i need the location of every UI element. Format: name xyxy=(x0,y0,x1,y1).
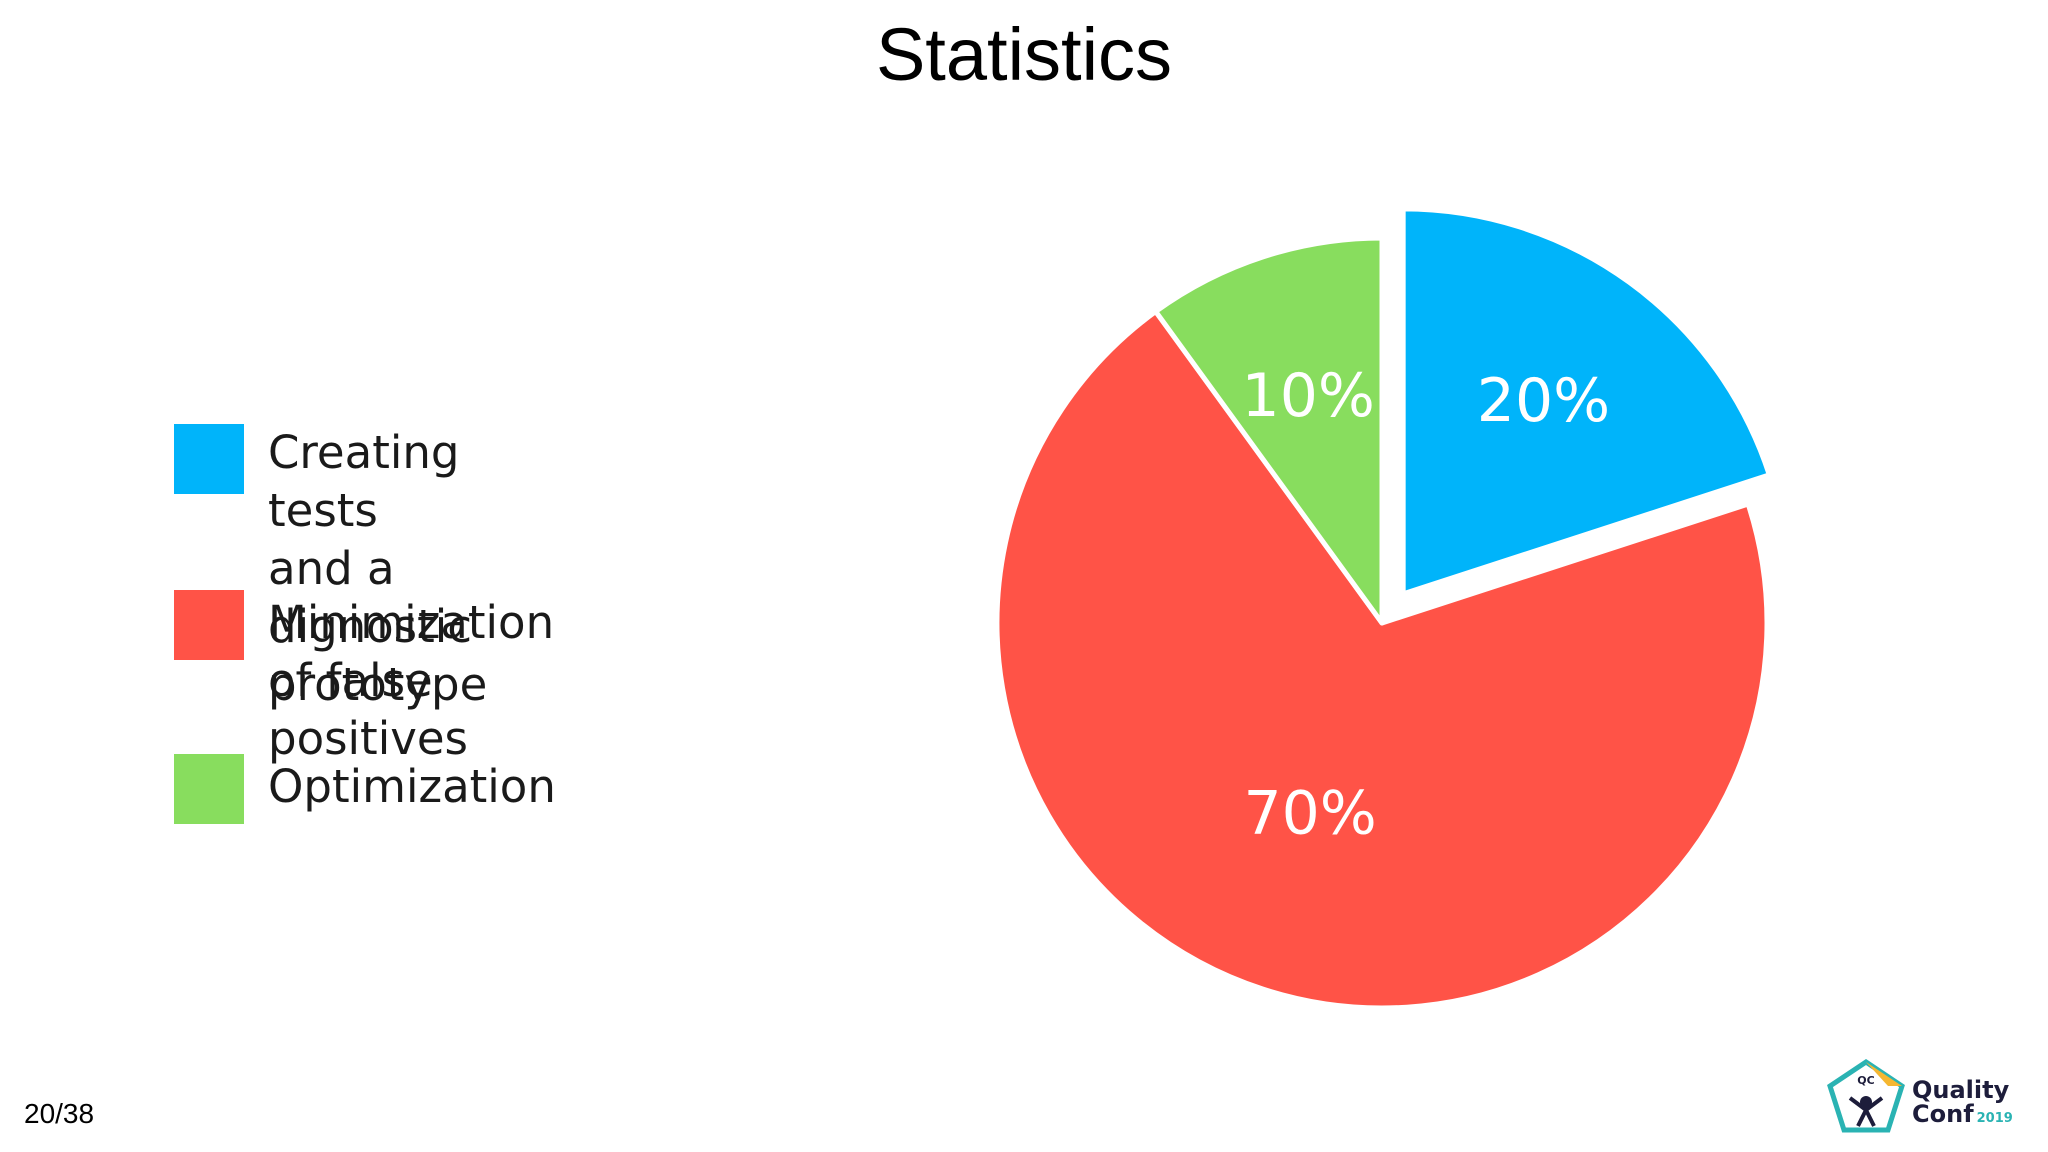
logo-line2: Conf xyxy=(1912,1100,1974,1128)
logo-year: 2019 xyxy=(1976,1111,2013,1126)
slide-title: Statistics xyxy=(875,13,1173,96)
legend-item-optimization: Optimization xyxy=(174,754,556,824)
data-label-false-positives: 70% xyxy=(1243,778,1376,848)
page-number: 20/38 xyxy=(24,1098,95,1129)
qualityconf-logo-icon: QC xyxy=(1827,1058,1905,1133)
legend-swatch-false-positives xyxy=(174,590,244,660)
legend-swatch-optimization xyxy=(174,754,244,824)
pie-slice-creating-tests xyxy=(1400,206,1772,597)
legend-label-creating-tests: Creating tests and a dignostic prototype xyxy=(268,426,488,711)
logo-line1: Quality xyxy=(1912,1076,2010,1104)
qualityconf-logo: QC Quality Conf 2019 xyxy=(1826,1058,2026,1134)
legend-label-false-positives: Minimization of false positives xyxy=(268,596,555,765)
data-label-creating-tests: 20% xyxy=(1477,366,1610,436)
legend-item-creating-tests: Creating tests and a dignostic prototype xyxy=(174,424,487,714)
legend-item-false-positives: Minimization of false positives xyxy=(174,590,554,768)
legend-label-optimization: Optimization xyxy=(268,760,556,813)
pie-slice-false-positives xyxy=(994,309,1770,1011)
pie-slice-optimization xyxy=(1153,235,1385,626)
logo-badge: QC xyxy=(1857,1074,1874,1087)
data-label-optimization: 10% xyxy=(1242,361,1375,431)
legend-swatch-creating-tests xyxy=(174,424,244,494)
logo-text: Quality Conf 2019 xyxy=(1912,1078,2013,1131)
